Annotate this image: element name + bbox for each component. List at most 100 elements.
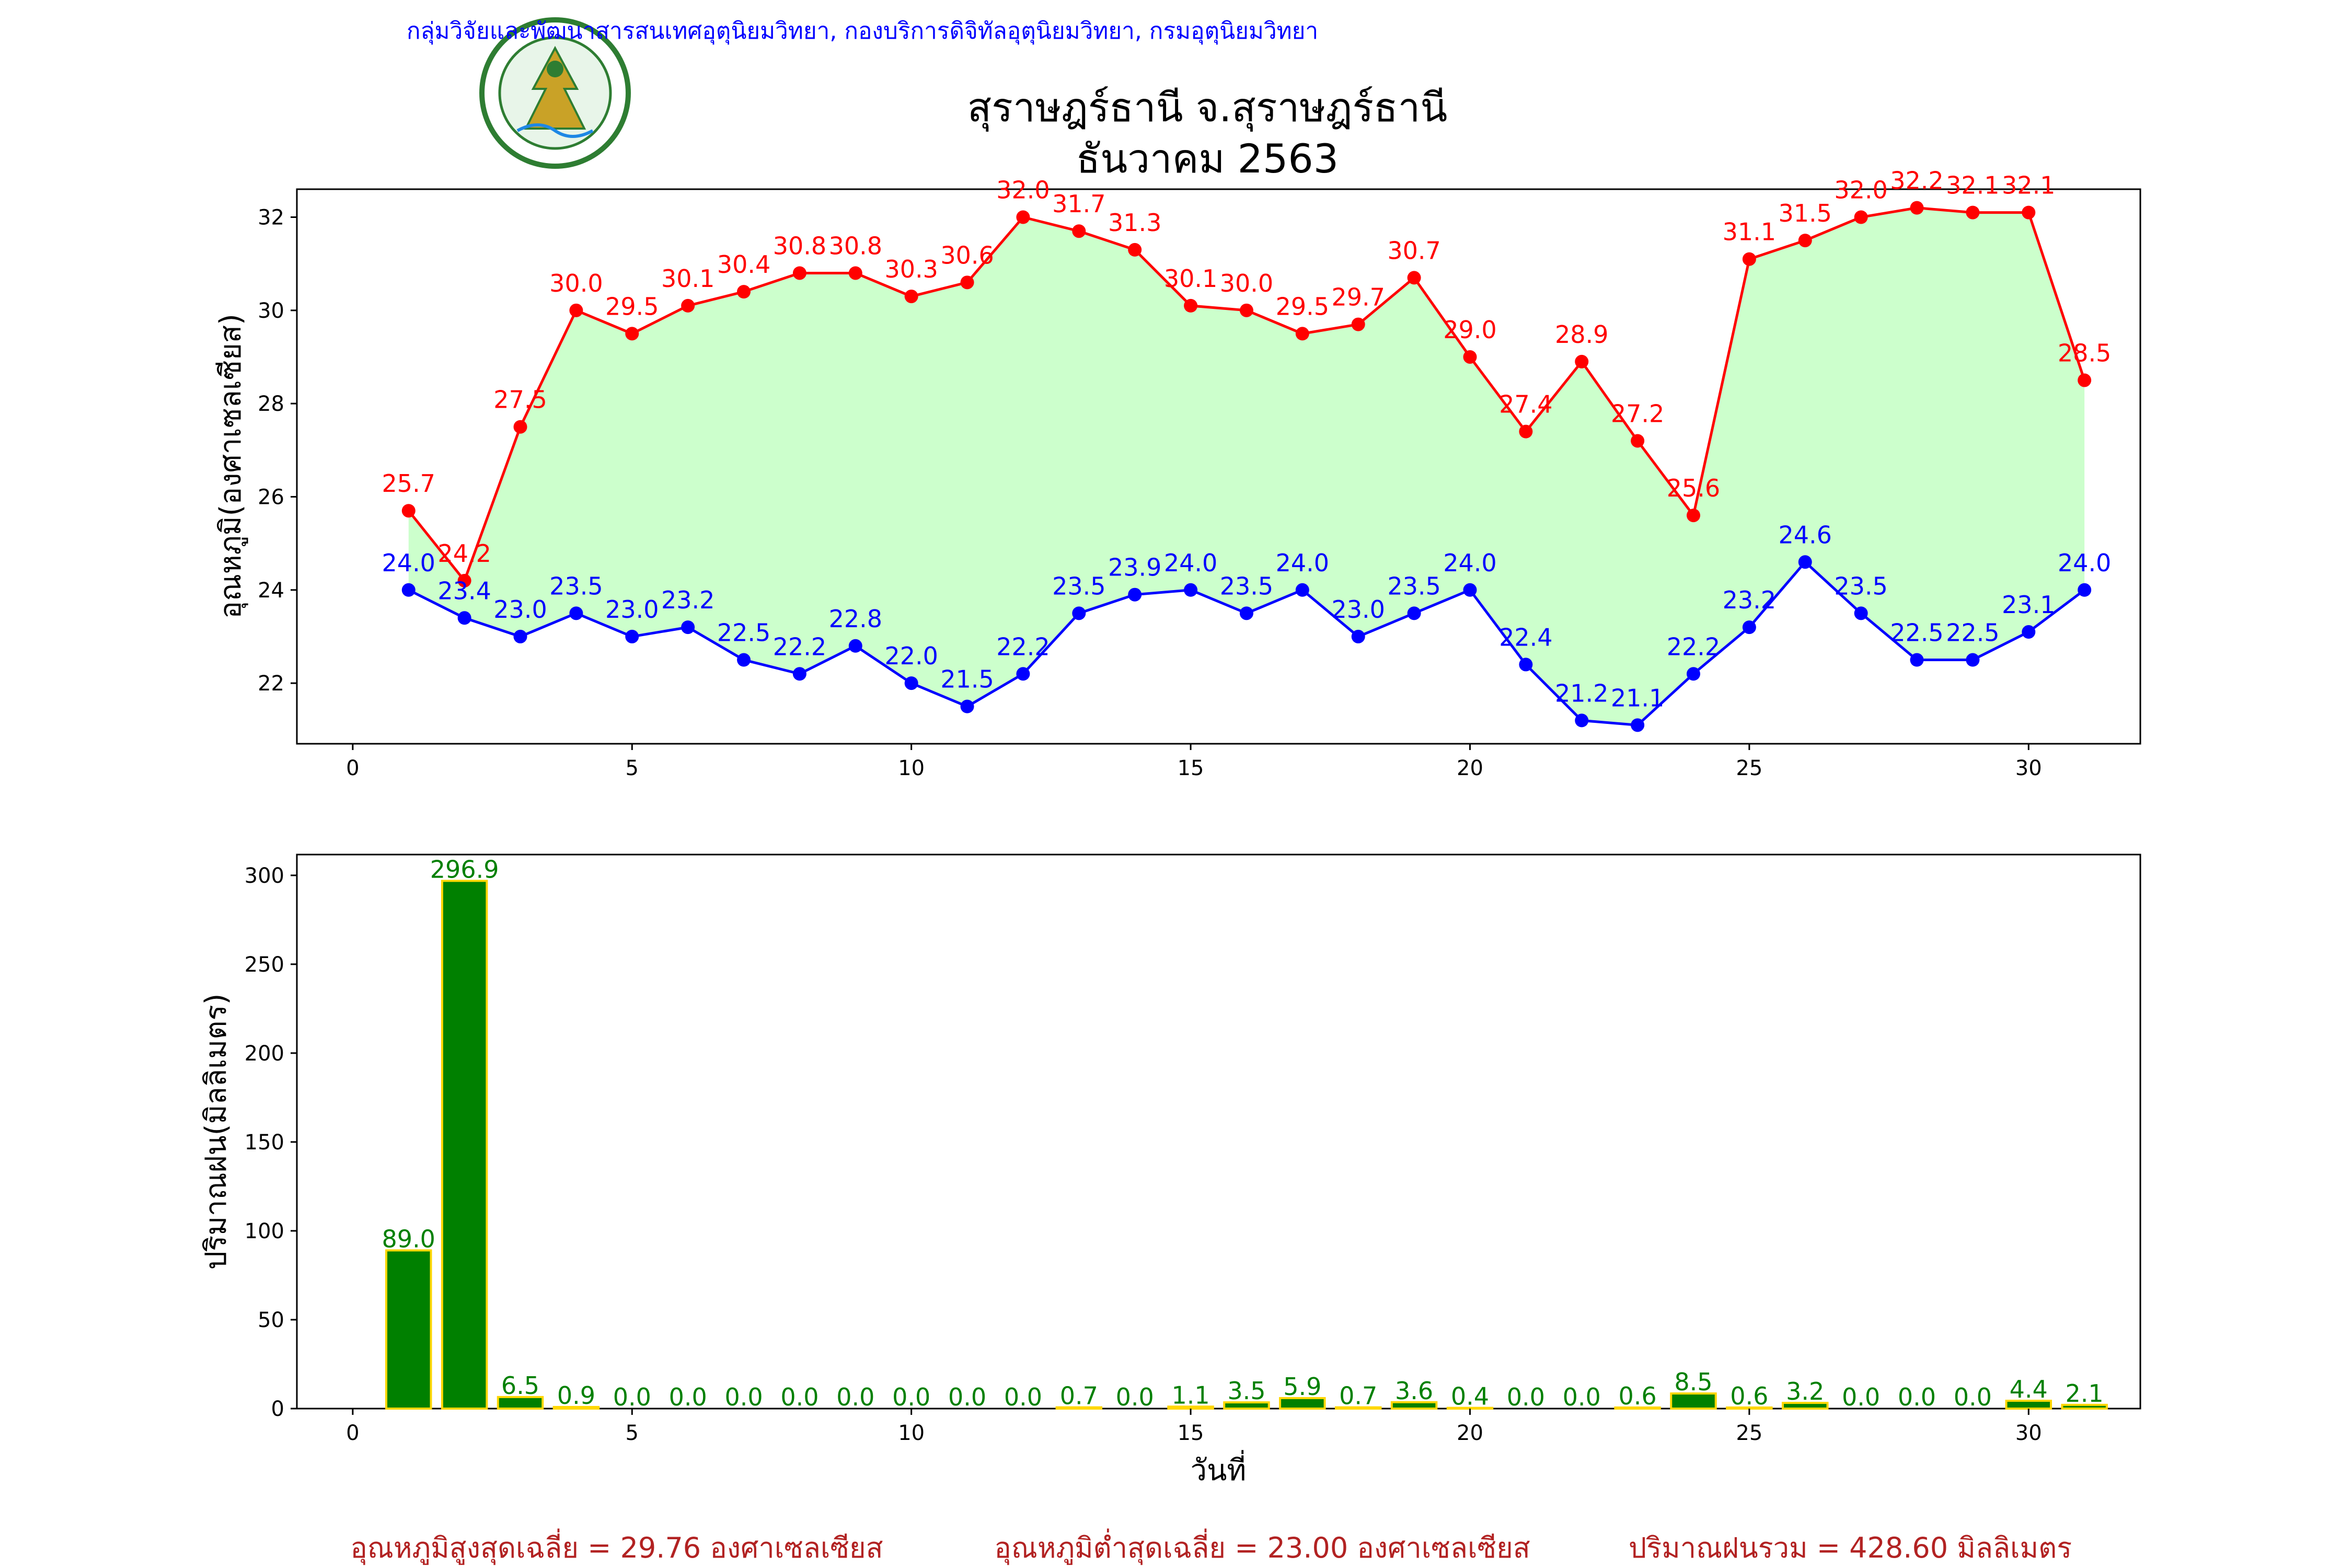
max-temp-point [681, 298, 695, 313]
max-temp-data-label: 30.6 [940, 241, 994, 269]
rain-data-label: 0.7 [1060, 1382, 1098, 1410]
max-temp-data-label: 25.6 [1667, 474, 1720, 502]
min-temp-data-label: 22.0 [884, 642, 938, 670]
min-temp-point [513, 629, 527, 643]
max-temp-data-label: 31.1 [1723, 218, 1776, 246]
rain-data-label: 2.1 [2066, 1379, 2104, 1408]
rain-bar [1390, 1401, 1438, 1410]
summary-avg-max-temp: อุณหภูมิสูงสุดเฉลี่ย = 29.76 องศาเซลเซีย… [350, 1528, 883, 1565]
x-tick-label: 15 [1178, 1421, 1204, 1445]
max-temp-point [1128, 243, 1142, 257]
min-temp-data-label: 24.0 [1276, 549, 1329, 577]
min-temp-data-label: 23.0 [605, 595, 659, 624]
y-tick-label: 300 [245, 864, 284, 888]
x-tick-label: 15 [1178, 756, 1204, 780]
rain-data-label: 0.0 [1954, 1383, 1992, 1411]
rain-data-label: 0.0 [1004, 1383, 1042, 1411]
min-temp-data-label: 22.5 [717, 619, 770, 647]
temperature-range-fill [408, 207, 2085, 725]
rain-data-label: 3.2 [1786, 1377, 1824, 1405]
rain-bar [1614, 1406, 1661, 1410]
rain-data-label: 89.0 [382, 1225, 435, 1253]
x-tick-label: 30 [2015, 1421, 2042, 1445]
min-temp-data-label: 22.8 [829, 605, 882, 633]
rain-data-label: 8.5 [1674, 1368, 1712, 1396]
max-temp-point [2078, 373, 2092, 387]
max-temp-point [1519, 424, 1533, 439]
max-temp-point [960, 275, 974, 290]
max-temp-data-label: 29.0 [1443, 316, 1496, 344]
rain-data-label: 0.6 [1619, 1382, 1657, 1410]
max-temp-data-label: 32.2 [1890, 167, 1943, 195]
min-temp-data-label: 23.5 [1220, 572, 1273, 600]
min-temp-point [1072, 606, 1086, 620]
x-tick-label: 0 [346, 756, 359, 780]
rain-bar [552, 1405, 600, 1410]
rain-data-label: 3.6 [1395, 1377, 1433, 1405]
max-temp-point [737, 285, 751, 299]
rain-bar [441, 880, 488, 1410]
y-tick-label: 250 [245, 953, 284, 977]
max-temp-data-label: 27.5 [493, 386, 547, 414]
rain-bar [497, 1396, 544, 1410]
max-temp-point [1295, 327, 1309, 341]
min-temp-point [1128, 587, 1142, 602]
max-temp-data-label: 27.4 [1499, 390, 1552, 419]
max-temp-point [1016, 210, 1030, 224]
min-temp-data-label: 23.1 [2002, 591, 2055, 619]
rainfall-x-axis-label: วันที่ [1191, 1450, 1247, 1488]
min-temp-point [1631, 718, 1645, 732]
chart-title-month: ธันวาคม 2563 [1076, 135, 1339, 182]
x-tick-label: 20 [1457, 756, 1483, 780]
rain-data-label: 6.5 [501, 1371, 539, 1400]
rain-data-label: 0.0 [1898, 1383, 1936, 1411]
max-temp-data-label: 29.7 [1331, 283, 1385, 312]
min-temp-data-label: 22.2 [773, 632, 826, 661]
rain-data-label: 0.0 [724, 1383, 763, 1411]
max-temp-point [848, 266, 862, 280]
max-temp-data-label: 24.2 [437, 539, 491, 568]
max-temp-data-label: 25.7 [382, 469, 435, 498]
max-temp-data-label: 28.9 [1555, 320, 1608, 349]
x-tick-label: 5 [626, 756, 639, 780]
x-tick-label: 25 [1736, 1421, 1762, 1445]
min-temp-data-label: 21.1 [1611, 684, 1664, 712]
chart-title-station: สุราษฎร์ธานี จ.สุราษฎร์ธานี [967, 84, 1448, 132]
min-temp-point [1351, 629, 1365, 643]
max-temp-data-label: 32.0 [996, 176, 1050, 204]
rain-bar [1334, 1406, 1382, 1410]
min-temp-data-label: 23.0 [1331, 595, 1385, 624]
min-temp-data-label: 23.5 [1052, 572, 1105, 600]
rainfall-y-axis-label: ปริมาณฝน(มิลลิเมตร) [199, 994, 233, 1270]
max-temp-point [1239, 303, 1253, 317]
min-temp-point [1686, 667, 1700, 681]
max-temp-point [1407, 271, 1421, 285]
max-temp-data-label: 30.0 [1220, 269, 1273, 297]
max-temp-point [1910, 201, 1924, 215]
rain-data-label: 4.4 [2010, 1375, 2048, 1403]
x-tick-label: 10 [898, 756, 925, 780]
org-line: กลุ่มวิจัยและพัฒนาสารสนเทศอุตุนิยมวิทยา,… [407, 18, 1318, 45]
max-temp-data-label: 28.5 [2058, 339, 2111, 367]
min-temp-point [401, 583, 416, 597]
x-tick-label: 10 [898, 1421, 925, 1445]
max-temp-data-label: 30.3 [884, 255, 938, 283]
min-temp-point [1407, 606, 1421, 620]
min-temp-point [1854, 606, 1868, 620]
min-temp-point [2022, 625, 2036, 639]
rain-data-label: 0.9 [557, 1381, 595, 1410]
min-temp-data-label: 23.0 [493, 595, 547, 624]
max-temp-data-label: 29.5 [605, 292, 659, 320]
x-tick-label: 25 [1736, 756, 1762, 780]
min-temp-data-label: 24.6 [1779, 521, 1832, 549]
temperature-y-axis-label: อุณหภูมิ(องศาเซลเซียส) [214, 314, 248, 619]
rain-data-label: 0.6 [1730, 1382, 1768, 1410]
max-temp-data-label: 30.7 [1387, 236, 1440, 264]
rain-data-label: 3.5 [1227, 1377, 1265, 1405]
min-temp-data-label: 22.2 [1667, 632, 1720, 661]
min-temp-data-label: 24.0 [1443, 549, 1496, 577]
min-temp-point [960, 699, 974, 713]
min-temp-point [904, 676, 918, 690]
max-temp-point [457, 573, 471, 587]
